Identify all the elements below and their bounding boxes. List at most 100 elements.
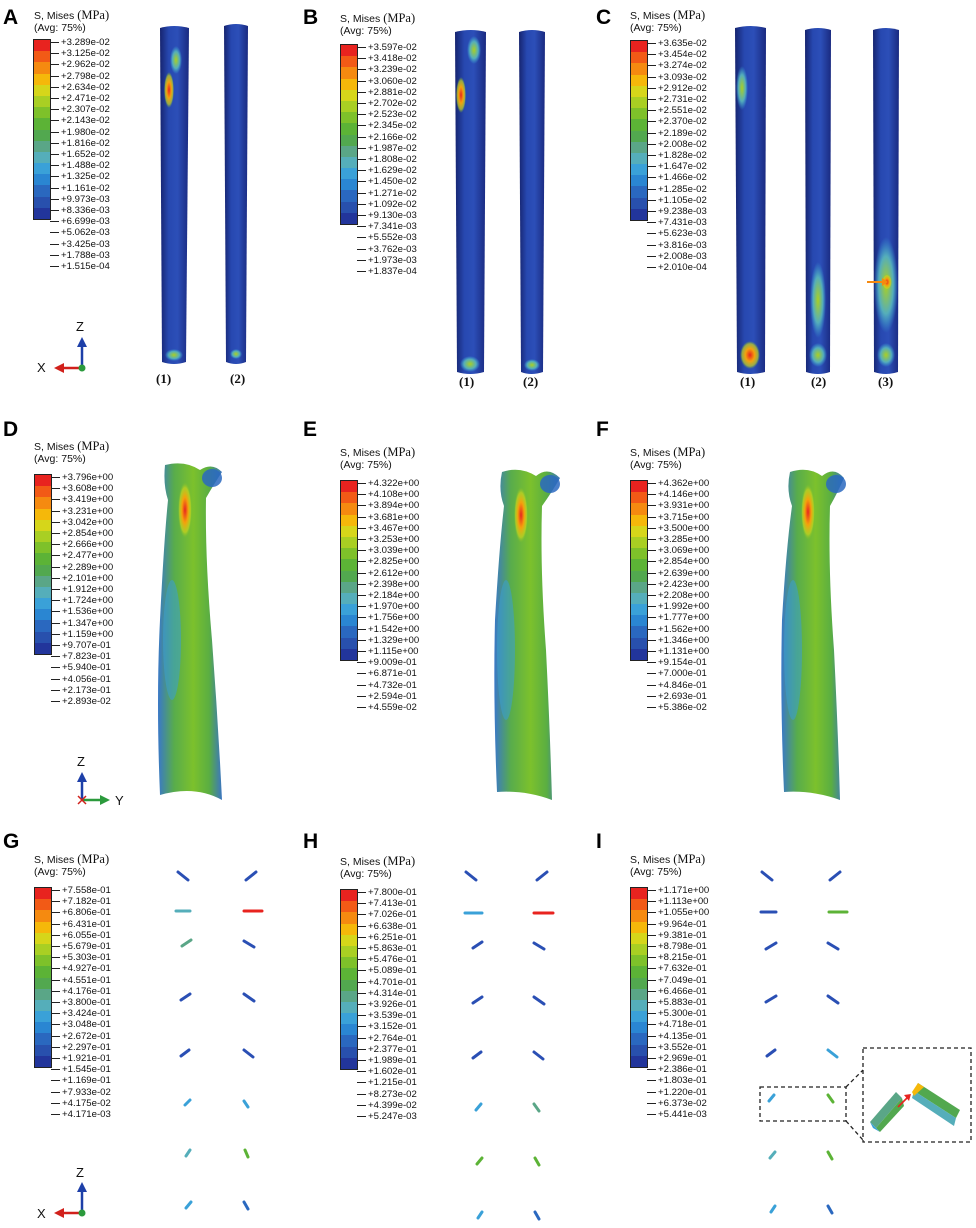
legend-value: +5.940e-01 bbox=[50, 662, 113, 673]
legend-value: +4.314e-01 bbox=[357, 988, 417, 999]
legend-value: +1.159e+00 bbox=[50, 629, 113, 640]
legend-value: +7.800e-01 bbox=[357, 887, 417, 898]
legend-values-d: +3.796e+00 +3.608e+00 +3.419e+00 +3.231e+00… bbox=[50, 472, 113, 707]
legend-value: +1.092e-02 bbox=[357, 199, 417, 210]
color-swatch bbox=[341, 45, 357, 57]
legend-value: +2.477e+00 bbox=[50, 550, 113, 561]
color-swatch bbox=[34, 107, 50, 119]
color-swatch bbox=[631, 74, 647, 86]
legend-value: +4.322e+00 bbox=[356, 478, 419, 489]
legend-value: +7.182e-01 bbox=[51, 896, 111, 907]
legend-value: +4.056e-01 bbox=[50, 674, 113, 685]
legend-value: +7.026e-01 bbox=[357, 909, 417, 920]
legend-value: +2.523e-02 bbox=[357, 109, 417, 120]
legend-value: +3.048e-01 bbox=[51, 1019, 111, 1030]
color-swatch bbox=[341, 559, 357, 571]
legend-value: +7.558e-01 bbox=[51, 885, 111, 896]
tube-c-3 bbox=[873, 28, 899, 374]
color-swatch bbox=[35, 530, 51, 543]
legend-value: +3.816e-03 bbox=[647, 240, 707, 251]
sublabel-b-2: (2) bbox=[523, 374, 539, 389]
color-swatch bbox=[631, 559, 647, 571]
legend-value: +1.536e+00 bbox=[50, 606, 113, 617]
legend-title-text: S, Mises bbox=[340, 856, 381, 868]
legend-title-g: S, Mises (MPa) (Avg: 75%) bbox=[34, 853, 109, 878]
legend-value: +1.808e-02 bbox=[357, 154, 417, 165]
legend-value: +7.431e-03 bbox=[647, 217, 707, 228]
legend-avg: (Avg: 75%) bbox=[340, 868, 392, 880]
color-swatch bbox=[341, 145, 357, 157]
sublabel-c-2: (2) bbox=[811, 374, 827, 389]
struts-i bbox=[759, 870, 849, 1215]
panel-label-b: B bbox=[303, 6, 319, 29]
color-swatch bbox=[631, 637, 647, 649]
color-swatch bbox=[34, 73, 50, 85]
legend-value: +1.545e-01 bbox=[51, 1064, 111, 1075]
legend-value: +4.718e-01 bbox=[646, 1019, 709, 1030]
color-swatch bbox=[34, 207, 50, 219]
legend-values-h: +7.800e-01 +7.413e-01 +7.026e-01 +6.638e-01… bbox=[357, 887, 417, 1122]
legend-value: +4.927e-01 bbox=[51, 963, 111, 974]
legend-value: +3.552e-01 bbox=[646, 1042, 709, 1053]
legend-title-text: S, Mises bbox=[34, 441, 75, 453]
axis-triad-3 bbox=[54, 1182, 87, 1218]
legend-value: +3.253e+00 bbox=[356, 534, 419, 545]
legend-value: +8.215e-01 bbox=[646, 952, 709, 963]
legend-title-a: S, Mises (MPa) (Avg: 75%) bbox=[34, 9, 109, 34]
legend-value: +1.992e+00 bbox=[646, 601, 709, 612]
legend-title-b: S, Mises (MPa) (Avg: 75%) bbox=[340, 12, 415, 37]
bone-d bbox=[158, 463, 222, 800]
legend-value: +6.871e-01 bbox=[356, 668, 419, 679]
legend-value: +4.135e-01 bbox=[646, 1031, 709, 1042]
legend-avg: (Avg: 75%) bbox=[34, 453, 86, 465]
color-swatch bbox=[631, 615, 647, 627]
color-swatch bbox=[631, 648, 647, 660]
color-swatch bbox=[35, 943, 51, 956]
color-swatch bbox=[35, 620, 51, 632]
legend-values-e: +4.322e+00 +4.108e+00 +3.894e+00 +3.681e+00… bbox=[356, 478, 419, 713]
color-swatch bbox=[631, 899, 647, 911]
axis-label-x-1: X bbox=[37, 360, 46, 375]
color-swatch bbox=[35, 921, 51, 933]
legend-title-text: S, Mises bbox=[340, 447, 381, 459]
color-swatch bbox=[631, 164, 647, 176]
legend-value: +7.632e-01 bbox=[646, 963, 709, 974]
color-swatch bbox=[34, 163, 50, 175]
legend-value: +1.131e+00 bbox=[646, 646, 709, 657]
color-swatch bbox=[35, 899, 51, 911]
panel-label-f: F bbox=[596, 418, 609, 441]
color-bar-e bbox=[340, 480, 358, 661]
legend-value: +2.672e-01 bbox=[51, 1031, 111, 1042]
legend-unit: (MPa) bbox=[77, 439, 110, 453]
color-swatch bbox=[631, 96, 647, 109]
color-swatch bbox=[631, 536, 647, 549]
color-swatch bbox=[341, 1035, 357, 1047]
legend-value: +9.973e-03 bbox=[50, 194, 110, 205]
legend-value: +9.009e-01 bbox=[356, 657, 419, 668]
legend-value: +3.539e-01 bbox=[357, 1010, 417, 1021]
legend-value: +4.176e-01 bbox=[51, 986, 111, 997]
color-swatch bbox=[35, 1055, 51, 1067]
legend-value: +9.707e-01 bbox=[50, 640, 113, 651]
legend-value: +5.300e-01 bbox=[646, 1008, 709, 1019]
legend-value: +3.931e+00 bbox=[646, 500, 709, 511]
legend-value: +3.500e+00 bbox=[646, 523, 709, 534]
color-swatch bbox=[34, 84, 50, 96]
legend-value: +1.816e-02 bbox=[50, 138, 110, 149]
tube-b-1 bbox=[455, 30, 486, 374]
legend-value: +1.788e-03 bbox=[50, 250, 110, 261]
legend-value: +4.846e-01 bbox=[646, 680, 709, 691]
legend-value: +2.143e-02 bbox=[50, 115, 110, 126]
color-swatch bbox=[631, 932, 647, 944]
legend-value: +3.039e+00 bbox=[356, 545, 419, 556]
color-swatch bbox=[341, 525, 357, 537]
legend-value: +5.441e-03 bbox=[646, 1109, 709, 1120]
legend-value: +3.597e-02 bbox=[357, 42, 417, 53]
color-swatch bbox=[34, 129, 50, 141]
color-swatch bbox=[631, 85, 647, 97]
color-swatch bbox=[34, 196, 50, 208]
legend-value: +2.912e-02 bbox=[647, 83, 707, 94]
axis-label-z-3: Z bbox=[76, 1165, 84, 1180]
color-bar-a bbox=[33, 39, 51, 220]
legend-value: +2.551e-02 bbox=[647, 105, 707, 116]
